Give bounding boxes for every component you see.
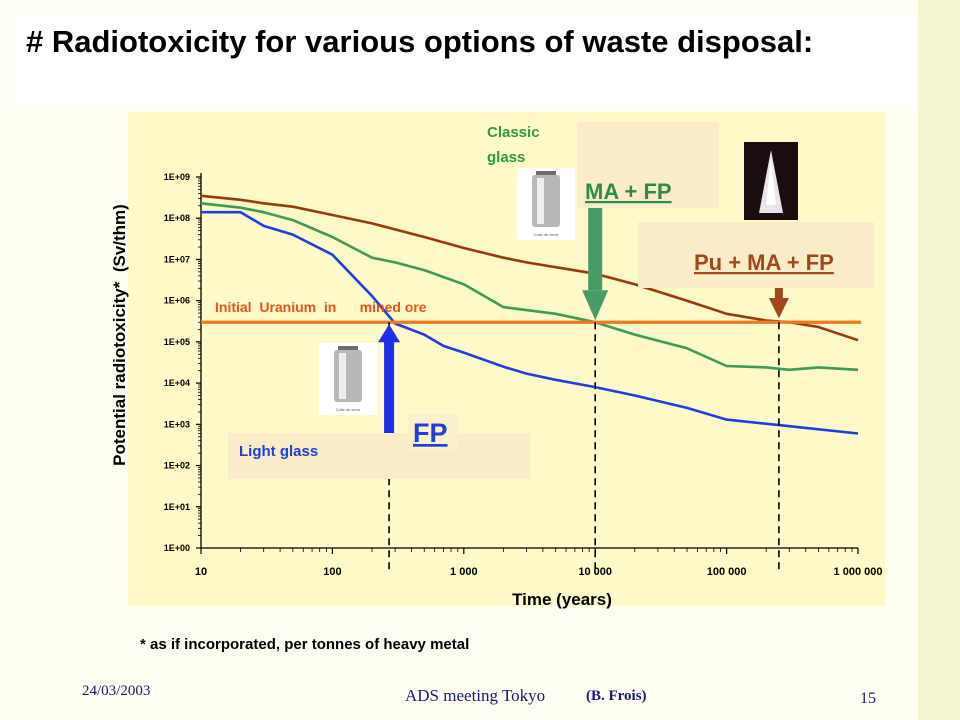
- pu-arrow-shaft: [774, 288, 783, 298]
- x-tick-label: 100 000: [707, 566, 747, 578]
- reference-line-label: Initial Uranium in mined ore: [215, 299, 427, 315]
- light-glass-label: Light glass: [239, 443, 318, 460]
- y-tick-label: 1E+07: [164, 254, 190, 264]
- footer-page-number: 15: [860, 690, 876, 707]
- y-tick-label: 1E+02: [164, 461, 190, 471]
- series-line: [200, 194, 859, 342]
- ma-fp-arrow-head: [582, 290, 609, 321]
- x-tick-label: 100: [323, 566, 341, 578]
- slide-edge-strip: [918, 0, 960, 720]
- ma-fp-label: MA + FP: [585, 179, 672, 204]
- page-title: # Radiotoxicity for various options of w…: [26, 24, 814, 59]
- axis-ticks: 1E+00 1E+01 1E+02 1E+03 1E+04 1E+05 1E+06 1E+07…: [164, 172, 883, 578]
- light-glass-box: [228, 433, 530, 479]
- x-tick-label: 1 000 000: [834, 566, 883, 578]
- canister-cap: [536, 171, 556, 175]
- y-tick-label: 1E+04: [164, 378, 190, 388]
- series-lines: [200, 194, 861, 435]
- title-box: [14, 14, 916, 110]
- y-tick-label: 1E+06: [164, 296, 190, 306]
- light-glass-canister: Colis de verre: [319, 343, 377, 415]
- y-axis-title: Potential radiotoxicity* (Sv/thm): [110, 204, 129, 466]
- classic-glass-canister: Colis de verre: [517, 168, 575, 240]
- pu-arrow-head: [768, 298, 789, 319]
- ma-fp-box: [577, 122, 719, 208]
- y-tick-label: 1E+01: [164, 502, 190, 512]
- y-tick-label: 1E+09: [164, 172, 190, 182]
- y-tick-label: 1E+03: [164, 419, 190, 429]
- footer-meeting: ADS meeting Tokyo: [405, 686, 546, 705]
- pu-ma-fp-label: Pu + MA + FP: [694, 250, 834, 275]
- fp-label-box: [408, 414, 458, 450]
- y-tick-label: 1E+05: [164, 337, 190, 347]
- light-core: [766, 158, 776, 205]
- footnote: * as if incorporated, per tonnes of heav…: [140, 636, 470, 653]
- pu-ma-fp-box: [638, 222, 874, 288]
- canister-caption: Colis de verre: [534, 232, 559, 237]
- footer-author: (B. Frois): [586, 688, 647, 704]
- canister-shine: [339, 353, 346, 399]
- x-axis-title: Time (years): [512, 590, 612, 609]
- fp-label: FP: [413, 418, 448, 448]
- canister-shine: [537, 178, 544, 224]
- series-line: [201, 210, 859, 435]
- axes: [200, 173, 858, 549]
- footer-date: 24/03/2003: [82, 683, 151, 699]
- x-tick-label: 10: [195, 566, 207, 578]
- y-tick-label: 1E+08: [164, 213, 190, 223]
- classic-glass-label-line1: Classic: [487, 124, 540, 141]
- x-tick-label: 10 000: [578, 566, 612, 578]
- canister-caption: Colis de verre: [336, 407, 361, 412]
- classic-glass-label-line2: glass: [487, 149, 525, 166]
- canister-body: [334, 350, 362, 402]
- x-tick-label: 1 000: [450, 566, 478, 578]
- y-tick-label: 1E+00: [164, 543, 190, 553]
- storage-site-photo: [744, 142, 798, 220]
- fp-arrow-shaft: [384, 340, 395, 446]
- fp-arrow-head: [378, 324, 401, 343]
- canister-body: [532, 175, 560, 227]
- ma-fp-arrow-shaft: [588, 208, 603, 291]
- canister-cap: [338, 346, 358, 350]
- series-line: [200, 202, 859, 372]
- time-markers: [378, 208, 789, 574]
